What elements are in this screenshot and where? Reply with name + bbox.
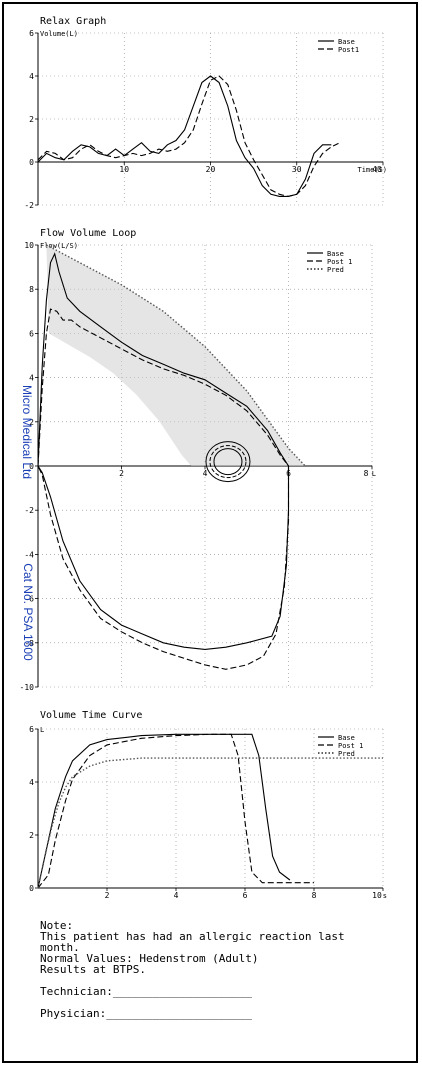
chart2-tidal-loop [213, 448, 243, 476]
chart2-series-post-1 [37, 308, 290, 670]
chart1-y-tick-label: -2 [24, 201, 34, 210]
chart1-x-tick-label: 40 [372, 165, 382, 174]
chart2-y-tick-label: 4 [29, 374, 34, 383]
chart3-y-tick-label: 4 [29, 778, 34, 787]
chart1-x-tick-label: 20 [206, 165, 216, 174]
chart2-tidal-loop [209, 445, 247, 479]
chart1-x-tick-label: 30 [292, 165, 302, 174]
note-line-2: month. [40, 941, 80, 954]
chart2-tidal-loop [205, 441, 251, 483]
chart1-y-tick-label: 4 [29, 72, 34, 81]
chart3-title: Volume Time Curve [40, 710, 142, 721]
chart3-series-post-1 [37, 733, 314, 889]
chart2-y-tick-label: -2 [24, 506, 34, 515]
chart1-title: Relax Graph [40, 16, 106, 27]
chart3-series-base [37, 733, 291, 889]
chart3-x-tick-label: 2 [105, 891, 110, 900]
chart2-x-axis-label: L [372, 470, 376, 478]
chart2-x-tick-label: 4 [203, 469, 208, 478]
physician-signature-line: Physician:______________________ [40, 1007, 252, 1020]
chart2-legend-label: Pred [327, 266, 344, 274]
chart2-y-tick-label: -8 [24, 639, 34, 648]
side-label-company: Micro Medical Ltd [20, 384, 34, 480]
chart1-y-tick-label: 0 [29, 158, 34, 167]
chart1-legend-label: Base [338, 38, 355, 46]
note-line-1: This patient has had an allergic reactio… [40, 930, 345, 943]
chart2-y-tick-label: 8 [29, 285, 34, 294]
chart2-y-tick-label: 0 [29, 462, 34, 471]
chart3-y-tick-label: 6 [29, 725, 34, 734]
chart1-y-tick-label: 2 [29, 115, 34, 124]
chart2-series-base [37, 252, 290, 650]
chart1-series-post1 [37, 75, 341, 197]
chart3-x-axis-label: s [383, 892, 387, 900]
chart3-y-axis-label: L [40, 726, 44, 734]
notes-block: Note: This patient has had an allergic r… [40, 920, 345, 1019]
chart2-legend-label: Post 1 [327, 258, 352, 266]
chart2-x-tick-label: 8 [364, 469, 369, 478]
chart3-x-tick-label: 10 [372, 891, 382, 900]
chart3-x-tick-label: 6 [243, 891, 248, 900]
chart2-y-axis-label: Flow(L/S) [40, 242, 78, 250]
chart2-series-pred [46, 244, 306, 467]
chart2-legend-label: Base [327, 250, 344, 258]
chart2-y-tick-label: -6 [24, 595, 34, 604]
chart2-y-tick-label: 2 [29, 418, 34, 427]
chart1-x-axis-label: Time(S) [357, 166, 387, 174]
chart1-y-tick-label: 6 [29, 29, 34, 38]
chart3-y-tick-label: 0 [29, 884, 34, 893]
chart3-x-tick-label: 8 [312, 891, 317, 900]
chart2-y-tick-label: -4 [24, 550, 34, 559]
chart2-title: Flow Volume Loop [40, 228, 136, 239]
chart3-legend-label: Base [338, 734, 355, 742]
note-heading: Note: [40, 919, 74, 932]
chart2-pred-band [46, 245, 306, 466]
chart1-y-axis-label: Volume(L) [40, 30, 78, 38]
chart1-series-base [37, 75, 332, 197]
chart1-x-tick-label: 10 [119, 165, 129, 174]
chart2-y-tick-label: -10 [20, 683, 35, 692]
chart3-series-pred [37, 757, 383, 889]
chart1-legend-label: Post1 [338, 46, 359, 54]
note-line-4: Results at BTPS. [40, 963, 146, 976]
note-line-3: Normal Values: Hedenstrom (Adult) [40, 952, 259, 965]
chart3-legend-label: Pred [338, 750, 355, 758]
side-label-catalog: Cat No. PSA 1600 [21, 563, 35, 661]
chart3-legend-label: Post 1 [338, 742, 363, 750]
chart2-x-tick-label: 2 [119, 469, 124, 478]
chart2-y-tick-label: 10 [24, 241, 34, 250]
chart2-y-tick-label: 6 [29, 329, 34, 338]
technician-signature-line: Technician:_____________________ [40, 985, 252, 998]
chart3-y-tick-label: 2 [29, 831, 34, 840]
chart3-x-tick-label: 4 [174, 891, 179, 900]
